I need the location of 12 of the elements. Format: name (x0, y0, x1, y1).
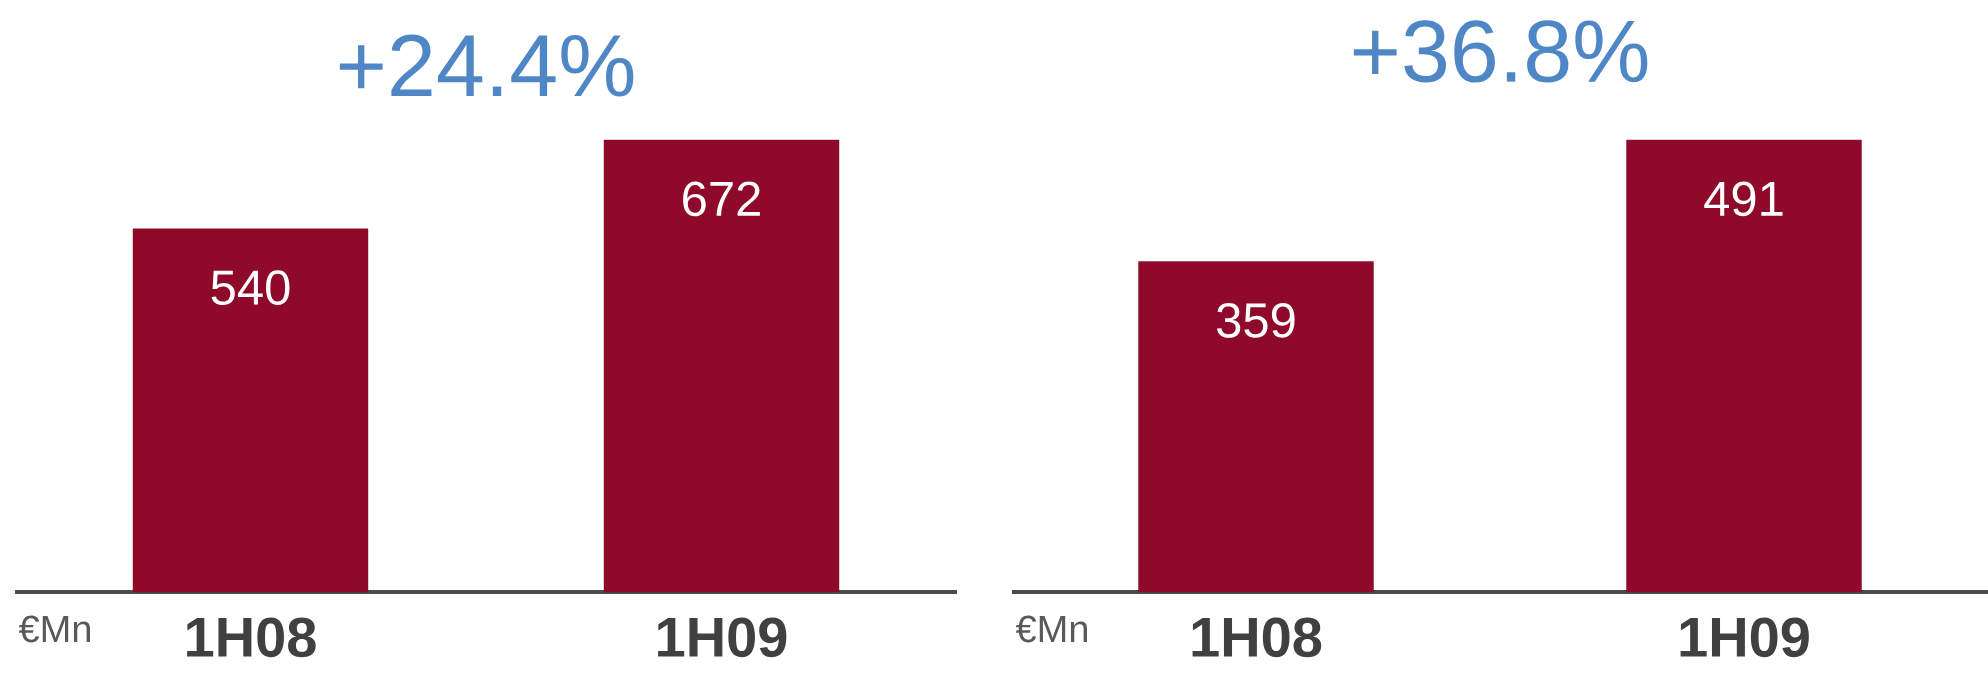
data-label: 672 (683, 181, 760, 217)
data-label: 359 (1217, 303, 1295, 338)
x-tick-label: 1H08 (1192, 617, 1322, 658)
x-tick-label: 1H09 (658, 617, 787, 658)
x-tick-label: 1H08 (187, 617, 316, 658)
chart-title: +36.8% (1353, 20, 1648, 83)
chart-title: +24.4% (339, 34, 634, 97)
data-label: 540 (211, 270, 290, 305)
data-label: 491 (1704, 181, 1783, 217)
text: €Mn (18, 615, 90, 643)
x-tick-label: 1H09 (1680, 617, 1809, 658)
text: €Mn (1015, 615, 1087, 643)
